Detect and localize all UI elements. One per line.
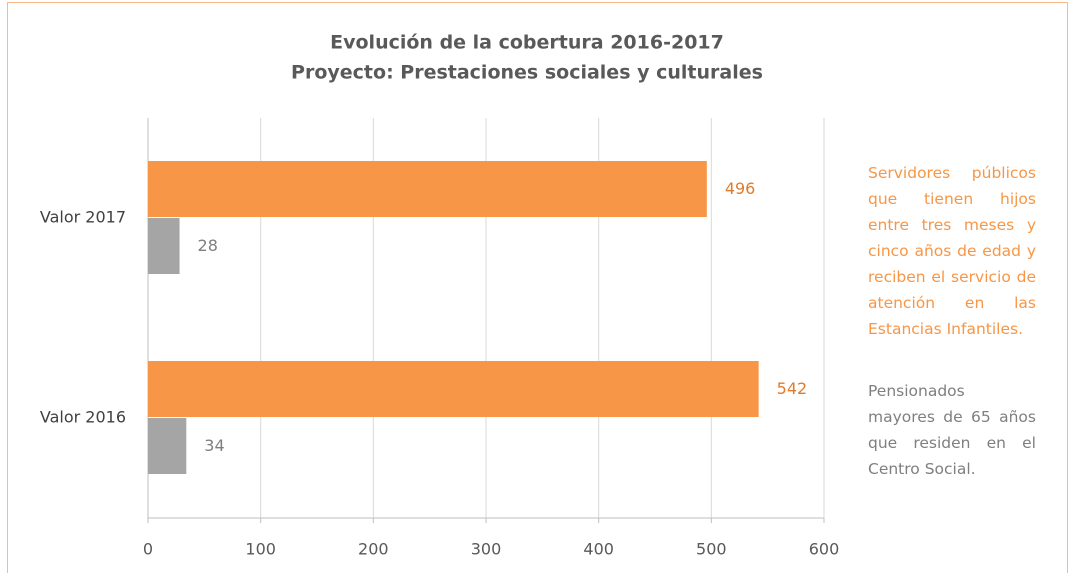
y-tick-label: Valor 2017 bbox=[40, 208, 126, 227]
legend-entry: Pensionados mayores de 65 años que resid… bbox=[868, 382, 1036, 478]
bar bbox=[148, 418, 187, 474]
bar bbox=[148, 361, 759, 417]
x-tick-label: 500 bbox=[696, 540, 727, 559]
x-tick-label: 400 bbox=[583, 540, 614, 559]
chart-subtitle: Proyecto: Prestaciones sociales y cultur… bbox=[291, 62, 763, 84]
chart-border bbox=[7, 2, 1068, 573]
x-tick-label: 200 bbox=[358, 540, 389, 559]
x-tick-label: 0 bbox=[143, 540, 153, 559]
data-label: 34 bbox=[204, 436, 224, 455]
bar bbox=[148, 218, 180, 274]
x-tick-label: 600 bbox=[809, 540, 840, 559]
x-tick-label: 100 bbox=[245, 540, 276, 559]
legend-entry: Servidores públicos que tienen hijos ent… bbox=[868, 164, 1036, 338]
y-tick-label: Valor 2016 bbox=[40, 408, 126, 427]
data-label: 28 bbox=[198, 236, 218, 255]
chart-title: Evolución de la cobertura 2016-2017 bbox=[330, 32, 724, 54]
bar bbox=[148, 161, 707, 217]
data-label: 496 bbox=[725, 179, 756, 198]
data-label: 542 bbox=[777, 379, 808, 398]
x-tick-label: 300 bbox=[471, 540, 502, 559]
